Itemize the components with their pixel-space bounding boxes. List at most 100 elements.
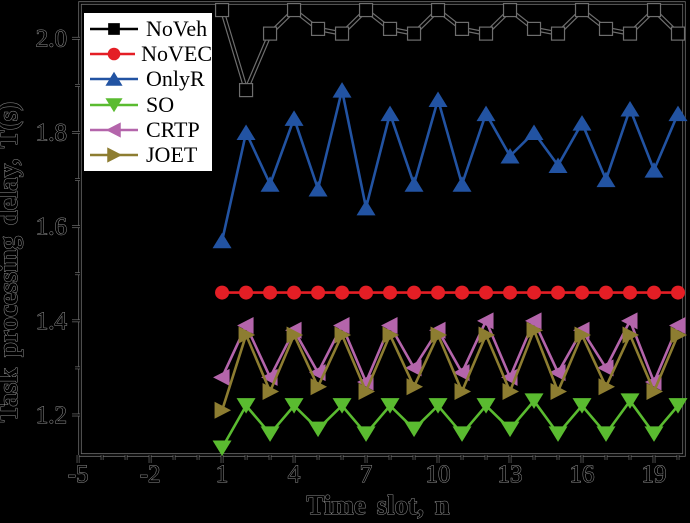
- marker-triangle-up: [572, 115, 592, 131]
- triangle-left-legend-icon: [90, 122, 138, 138]
- marker-triangle-right: [526, 321, 544, 339]
- marker-triangle-up: [105, 72, 123, 87]
- marker-triangle-down: [500, 421, 520, 438]
- marker-square: [502, 2, 518, 18]
- x-tick-label: 4: [288, 461, 301, 488]
- marker-triangle-right: [214, 401, 232, 419]
- marker-triangle-right: [382, 326, 400, 344]
- marker-circle: [335, 285, 350, 300]
- marker-square: [646, 2, 662, 18]
- series-line: [220, 89, 680, 242]
- marker-triangle-down: [572, 398, 592, 414]
- marker-triangle-down: [308, 421, 328, 438]
- series-line: [220, 398, 679, 449]
- marker-triangle-up: [548, 157, 568, 173]
- marker-triangle-up: [476, 105, 496, 122]
- legend-label: NoVEC: [141, 40, 212, 66]
- legend-label: CRTP: [146, 117, 200, 143]
- marker-circle: [263, 285, 278, 300]
- marker-triangle-up: [452, 176, 472, 192]
- marker-triangle-right: [574, 326, 592, 344]
- marker-triangle-up: [404, 176, 424, 192]
- series-NoVEC: [215, 285, 686, 300]
- marker-triangle-down: [476, 398, 496, 414]
- marker-square: [598, 21, 614, 36]
- marker-triangle-down: [332, 398, 352, 414]
- marker-circle: [215, 285, 230, 300]
- marker-square: [526, 21, 542, 36]
- marker-square: [214, 2, 230, 18]
- marker-triangle-right: [454, 382, 472, 400]
- marker-triangle-left: [549, 364, 566, 382]
- marker-triangle-right: [262, 382, 280, 400]
- marker-triangle-up: [356, 199, 376, 216]
- axes: -5 -2 1 4 7 10 13 16 19 1.2 1.4 1.6 1.8 2.0: [35, 1, 686, 489]
- marker-triangle-down: [548, 426, 568, 442]
- marker-circle: [359, 285, 374, 300]
- legend-item-OnlyR: OnlyR: [88, 67, 212, 92]
- marker-square: [670, 26, 686, 41]
- marker-triangle-up: [644, 162, 664, 178]
- marker-triangle-down: [284, 398, 304, 414]
- marker-square: [574, 2, 590, 18]
- y-axis-title: Task processing delay, T(s): [0, 102, 23, 423]
- marker-triangle-right: [622, 326, 640, 344]
- marker-triangle-down: [260, 426, 280, 442]
- marker-square: [238, 83, 254, 98]
- marker-circle: [107, 47, 121, 61]
- x-tick-label: 13: [498, 461, 523, 488]
- legend-item-CRTP: CRTP: [88, 118, 212, 143]
- series-CRTP: [213, 312, 686, 391]
- x-tick-label: 16: [570, 461, 595, 488]
- marker-triangle-right: [646, 382, 664, 400]
- marker-triangle-left: [213, 368, 230, 386]
- marker-square: [454, 21, 470, 36]
- marker-triangle-up: [620, 100, 640, 117]
- marker-triangle-up: [260, 176, 280, 192]
- marker-triangle-right: [502, 382, 520, 400]
- marker-triangle-right: [550, 382, 568, 400]
- triangle-right-legend-icon: [90, 147, 138, 164]
- marker-triangle-down: [404, 421, 424, 438]
- marker-triangle-up: [284, 110, 304, 126]
- marker-circle: [647, 285, 662, 300]
- marker-triangle-up: [524, 124, 544, 140]
- x-tick-label: -5: [68, 461, 89, 488]
- marker-triangle-right: [598, 378, 616, 396]
- x-tick-label: 10: [426, 461, 451, 488]
- marker-triangle-right: [430, 326, 448, 344]
- legend-item-SO: SO: [88, 92, 212, 117]
- marker-triangle-left: [333, 317, 350, 335]
- marker-square: [286, 2, 302, 18]
- marker-square: [430, 2, 446, 18]
- marker-square: [334, 26, 350, 41]
- marker-triangle-down: [668, 398, 688, 414]
- marker-square: [478, 26, 494, 41]
- y-tick-label: 2.0: [36, 25, 67, 52]
- triangle-up-legend-icon: [90, 72, 138, 87]
- legend-label: NoVeh: [146, 15, 208, 41]
- marker-circle: [479, 285, 494, 300]
- marker-triangle-right: [406, 378, 424, 396]
- marker-triangle-down: [380, 398, 400, 414]
- series-line: [220, 326, 680, 411]
- marker-square: [310, 21, 326, 36]
- x-tick-label: 7: [360, 461, 373, 488]
- x-axis-title: Time slot, n: [306, 490, 449, 520]
- marker-square: [622, 26, 638, 41]
- marker-triangle-right: [334, 326, 352, 344]
- plot-frame: [79, 2, 685, 456]
- marker-triangle-down: [428, 398, 448, 414]
- legend-label: JOET: [146, 142, 198, 168]
- marker-triangle-down: [105, 97, 123, 112]
- y-tick-label: 1.4: [36, 308, 68, 335]
- x-tick-label: 19: [642, 461, 667, 488]
- marker-triangle-down: [524, 393, 544, 409]
- marker-square: [406, 26, 422, 41]
- series-OnlyR: [212, 82, 688, 249]
- triangle-down-legend-icon: [90, 97, 138, 112]
- marker-triangle-left: [597, 359, 614, 377]
- marker-circle: [407, 285, 422, 300]
- legend-label: SO: [146, 91, 175, 117]
